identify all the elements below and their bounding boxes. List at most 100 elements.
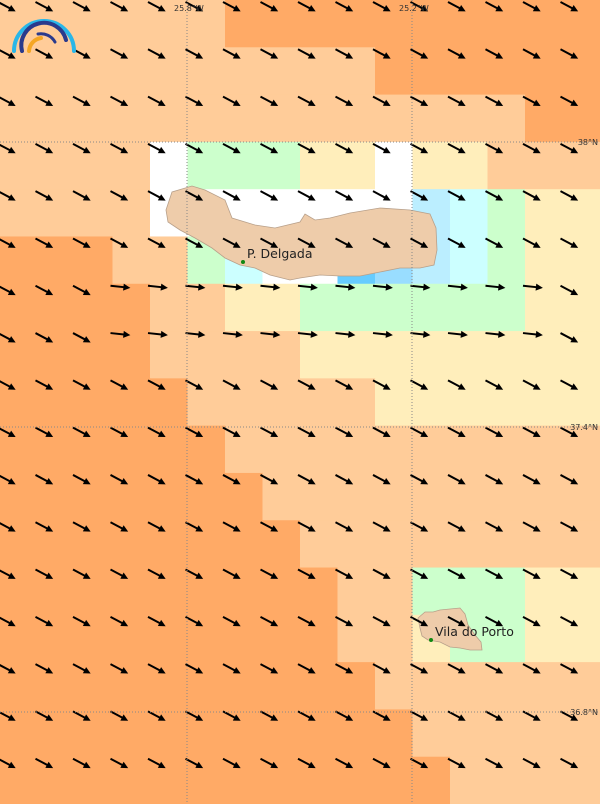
grid-cell <box>450 141 488 190</box>
grid-cell <box>75 283 113 332</box>
wind-arrow <box>0 142 16 154</box>
grid-cell <box>75 756 113 804</box>
wind-arrow <box>72 663 91 674</box>
lon-label: 25.2°W <box>399 4 429 13</box>
wind-arrow <box>560 379 579 390</box>
wind-arrow <box>260 757 279 769</box>
wind-arrow <box>522 1 541 12</box>
wind-arrow <box>447 142 466 154</box>
wind-arrow <box>147 426 166 438</box>
wind-arrow <box>35 237 54 248</box>
grid-cell <box>225 141 263 190</box>
grid-cell <box>225 472 263 521</box>
grid-cell <box>375 472 413 521</box>
wind-arrow <box>335 568 354 579</box>
wind-arrow <box>410 615 429 627</box>
grid-cell <box>150 472 188 521</box>
wind-arrow <box>410 1 429 12</box>
grid-cell <box>300 331 338 379</box>
grid-cell <box>337 520 376 569</box>
grid-cell <box>37 236 76 285</box>
grid-cell <box>150 520 188 569</box>
grid-cell <box>412 47 451 96</box>
wind-arrow <box>0 332 16 343</box>
wind-arrow <box>110 474 129 485</box>
grid-cell <box>75 472 113 521</box>
wind-arrow <box>35 95 54 106</box>
wind-arrow <box>335 521 354 532</box>
grid-cell <box>450 567 488 616</box>
wind-arrow <box>185 1 204 12</box>
wind-arrow <box>222 474 241 485</box>
wind-arrow <box>222 615 241 627</box>
grid-cell <box>262 0 301 48</box>
grid-cell <box>450 709 488 758</box>
grid-cell <box>412 141 451 190</box>
vila-do-porto-marker[interactable] <box>429 638 433 642</box>
grid-cell <box>150 236 188 285</box>
wind-arrow <box>260 568 279 579</box>
grid-cell <box>525 236 563 285</box>
grid-cell <box>562 614 600 663</box>
logo-arc-small <box>36 32 57 44</box>
grid-cell <box>225 47 263 96</box>
wind-arrow <box>485 710 504 721</box>
grid-cell <box>225 378 263 427</box>
wind-arrow <box>522 237 541 248</box>
grid-cell <box>225 331 263 379</box>
grid-cell <box>150 662 188 710</box>
wind-arrow <box>147 663 166 674</box>
wind-arrow <box>185 615 204 627</box>
grid-cell <box>300 0 338 48</box>
wind-arrow <box>335 426 354 438</box>
grid-cell <box>525 378 563 427</box>
wind-arrow <box>35 663 54 674</box>
grid-cell <box>187 331 226 379</box>
grid-cell <box>562 709 600 758</box>
wind-arrow <box>297 237 316 248</box>
grid-cell <box>150 756 188 804</box>
grid-cell <box>562 567 600 616</box>
wind-arrow <box>522 615 541 627</box>
grid-cell <box>300 283 338 332</box>
grid-cell <box>75 567 113 616</box>
wind-arrow <box>72 474 91 485</box>
wind-arrow <box>447 1 466 12</box>
wind-arrow <box>297 474 316 485</box>
logo-arc-inner <box>27 36 43 53</box>
wind-arrow <box>260 142 279 154</box>
ponta-delgada-marker[interactable] <box>241 260 245 264</box>
grid-cell <box>562 94 600 143</box>
grid-cell <box>337 47 376 96</box>
wind-arrow <box>72 95 91 106</box>
grid-cell <box>112 567 151 616</box>
wind-arrow <box>35 1 54 12</box>
grid-cell <box>150 141 188 190</box>
grid-cell <box>187 520 226 569</box>
wind-arrow <box>410 474 429 485</box>
grid-cell <box>112 0 151 48</box>
wind-arrow <box>335 142 354 154</box>
grid-cell <box>75 614 113 663</box>
island-santa-maria <box>417 607 483 651</box>
wind-arrow <box>335 48 354 59</box>
grid-cell <box>300 567 338 616</box>
grid-cell <box>0 567 38 616</box>
wind-arrow <box>110 283 131 291</box>
wind-arrow <box>260 1 279 12</box>
grid-cell <box>487 236 526 285</box>
wind-arrow <box>372 190 391 201</box>
grid-cell <box>37 378 76 427</box>
lon-label: 25.8°W <box>174 4 204 13</box>
wind-arrow <box>0 710 16 721</box>
wind-arrow <box>447 48 466 59</box>
grid-cell <box>337 756 376 804</box>
wind-arrow <box>335 95 354 106</box>
wind-arrow <box>222 190 241 201</box>
grid-cell <box>75 236 113 285</box>
wind-arrow <box>110 142 129 154</box>
grid-cell <box>187 425 226 474</box>
wind-arrow <box>297 48 316 59</box>
wind-arrow <box>110 190 129 201</box>
grid-cell <box>112 283 151 332</box>
